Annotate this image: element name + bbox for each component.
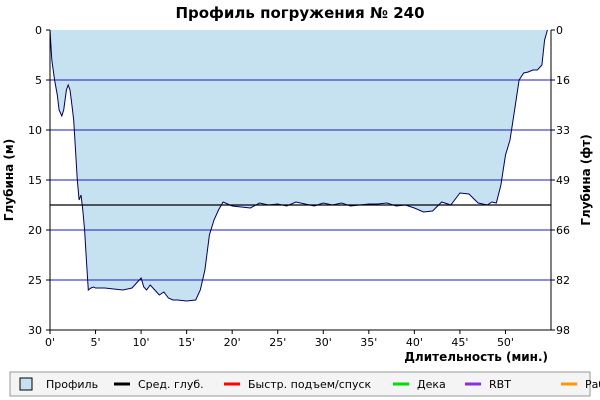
y-tick-label-right: 82 bbox=[556, 274, 570, 287]
y-tick-label-right: 16 bbox=[556, 74, 570, 87]
x-tick-label: 15' bbox=[178, 336, 195, 349]
x-tick-label: 35' bbox=[360, 336, 377, 349]
y-tick-label-right: 33 bbox=[556, 124, 570, 137]
x-tick-label: 10' bbox=[133, 336, 150, 349]
legend: Профиль Сред. глуб. Быстр. подъем/спуск Дек… bbox=[9, 371, 600, 397]
y-tick-label-right: 49 bbox=[556, 174, 570, 187]
y-tick-label-left: 25 bbox=[28, 274, 42, 287]
x-tick-label: 25' bbox=[269, 336, 286, 349]
x-tick-label: 50' bbox=[497, 336, 514, 349]
y-tick-label-right: 0 bbox=[556, 24, 563, 37]
y-tick-label-left: 0 bbox=[35, 24, 42, 37]
x-tick-label: 5' bbox=[91, 336, 101, 349]
profile-line bbox=[49, 29, 548, 302]
x-tick-label: 0' bbox=[45, 336, 55, 349]
x-tick-label: 45' bbox=[451, 336, 468, 349]
x-tick-label: 30' bbox=[315, 336, 332, 349]
x-tick-label: 40' bbox=[406, 336, 423, 349]
legend-label: Сред. глуб. bbox=[138, 378, 204, 391]
y-tick-label-left: 30 bbox=[28, 324, 42, 337]
x-tick-label: 20' bbox=[224, 336, 241, 349]
y-tick-label-right: 66 bbox=[556, 224, 570, 237]
y-tick-label-left: 15 bbox=[28, 174, 42, 187]
y-tick-label-left: 5 bbox=[35, 74, 42, 87]
y-tick-label-right: 98 bbox=[556, 324, 570, 337]
legend-label: Дека bbox=[417, 378, 446, 391]
legend-swatch-profile bbox=[19, 377, 33, 391]
legend-label: Раб. bbox=[585, 378, 600, 391]
legend-label: Профиль bbox=[46, 378, 98, 391]
y-tick-label-left: 10 bbox=[28, 124, 42, 137]
legend-box bbox=[9, 371, 591, 397]
legend-label: Быстр. подъем/спуск bbox=[248, 378, 372, 391]
profile-area bbox=[50, 30, 548, 301]
chart-title: Профиль погружения № 240 bbox=[175, 4, 424, 22]
y-axis-label-left: Глубина (м) bbox=[2, 139, 16, 221]
y-tick-label-left: 20 bbox=[28, 224, 42, 237]
legend-label: RBT bbox=[489, 378, 511, 391]
y-axis-label-right: Глубина (фт) bbox=[579, 134, 593, 225]
x-axis-label: Длительность (мин.) bbox=[404, 350, 548, 364]
